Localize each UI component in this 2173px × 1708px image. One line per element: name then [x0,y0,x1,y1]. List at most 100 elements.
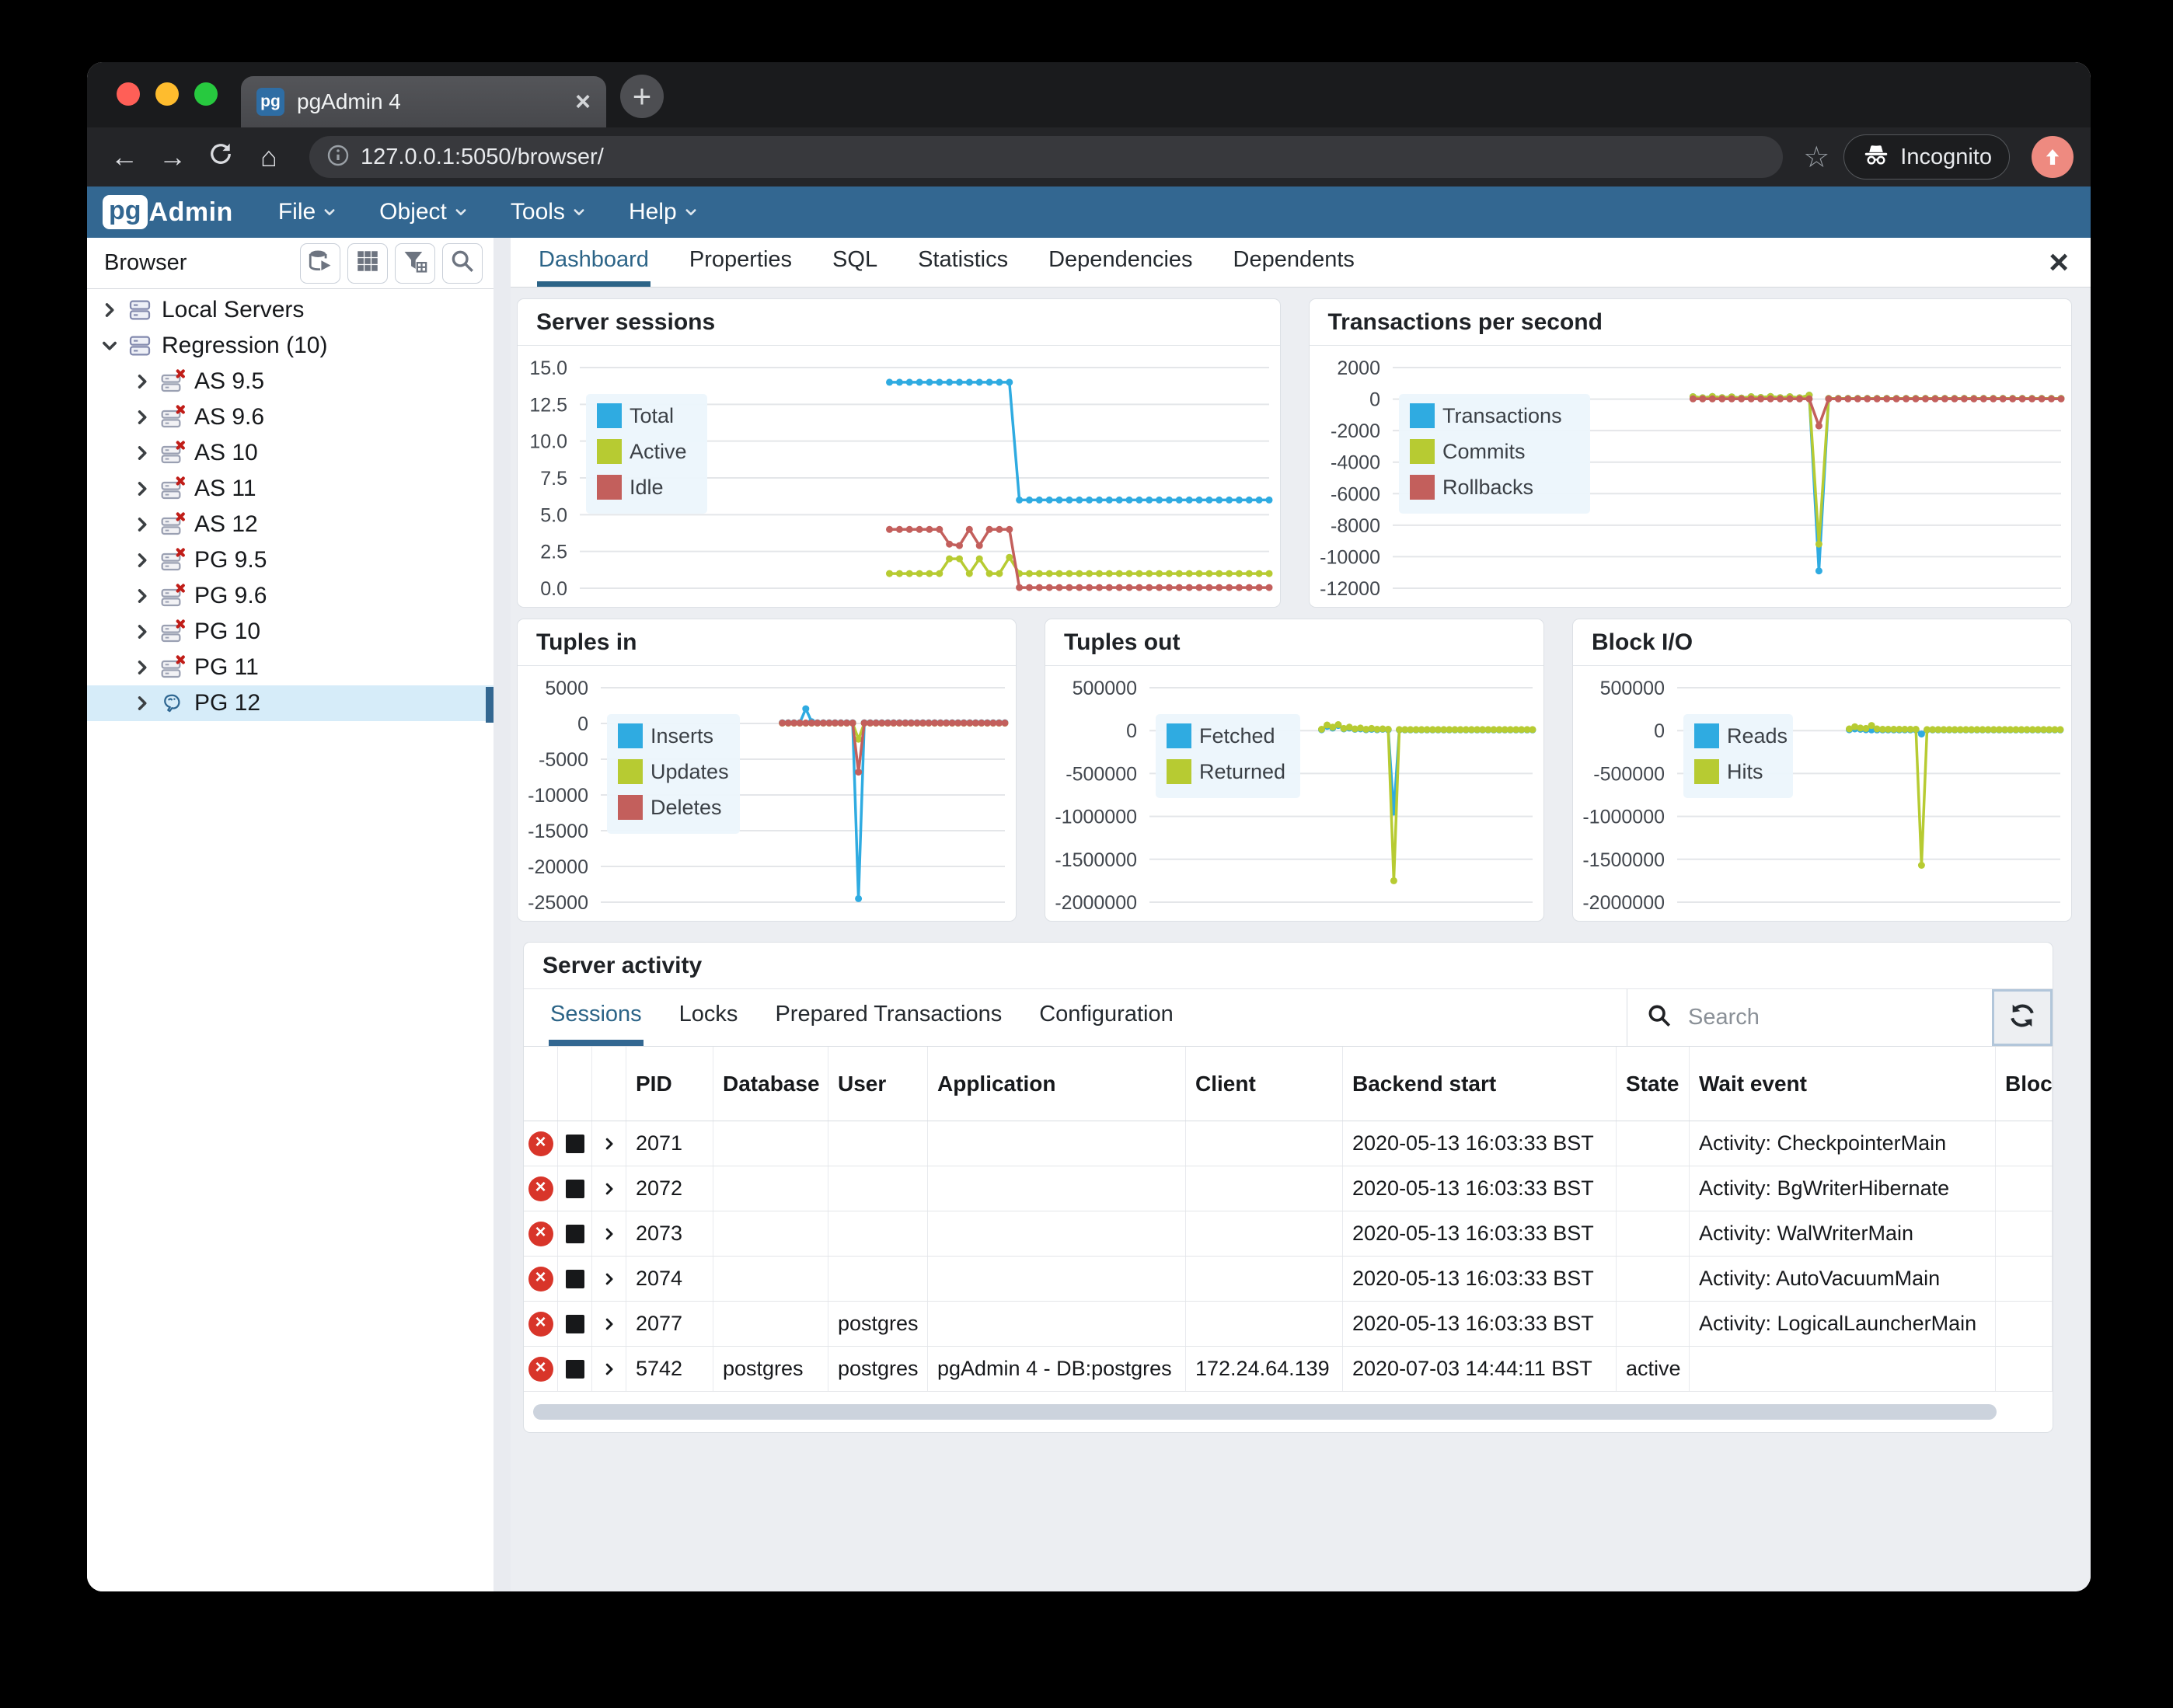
terminate-session-icon[interactable] [565,1314,584,1333]
block-io-chart: 500000 0 -500000 -1000000 -1500000 -2000000 Re… [1573,666,2071,921]
activity-tab-prepared-transactions[interactable]: Prepared Transactions [775,1002,1003,1027]
table-cell-state [1617,1121,1690,1166]
tree-item-as-10[interactable]: AS 10 [87,435,494,471]
expand-row-icon[interactable] [602,1272,616,1286]
filter-button[interactable] [395,242,435,284]
close-tab-icon[interactable]: × [575,87,591,117]
expand-row-icon[interactable] [602,1362,616,1376]
close-panel-icon[interactable]: × [2049,242,2069,281]
tab-dependencies[interactable]: Dependencies [1048,246,1193,272]
tab-statistics[interactable]: Statistics [918,246,1009,272]
search-button[interactable] [442,242,483,284]
cancel-query-icon[interactable]: × [528,1266,553,1291]
tree-item-pg-9-5[interactable]: PG 9.5 [87,542,494,578]
tab-sql[interactable]: SQL [832,246,878,272]
profile-avatar[interactable] [2032,136,2074,178]
expand-row-icon[interactable] [602,1182,616,1196]
forward-icon[interactable]: → [159,141,187,173]
activity-tab-configuration[interactable]: Configuration [1039,1002,1174,1027]
tree-item-pg-9-6[interactable]: PG 9.6 [87,578,494,614]
chevron-down-icon[interactable] [101,337,118,354]
search-box[interactable] [1627,989,1992,1046]
tree-item-label: PG 9.6 [194,583,267,608]
chevron-right-icon[interactable] [134,480,151,497]
reload-icon[interactable] [201,140,241,175]
chevron-right-icon[interactable] [134,695,151,712]
expand-row-icon[interactable] [602,1317,616,1331]
back-icon[interactable]: ← [110,141,138,173]
cancel-query-icon[interactable]: × [528,1311,553,1337]
cancel-query-icon[interactable]: × [528,1131,553,1156]
tree-item-as-11[interactable]: AS 11 [87,471,494,507]
svg-text:Inserts: Inserts [651,724,713,748]
svg-text:15.0: 15.0 [529,357,567,379]
terminate-session-icon[interactable] [565,1224,584,1243]
tree-scrollbar-thumb[interactable] [486,687,494,723]
terminate-session-icon[interactable] [565,1134,584,1153]
terminate-session-icon[interactable] [565,1179,584,1198]
table-cell-database [713,1302,828,1346]
chevron-right-icon[interactable] [134,623,151,640]
menu-label: File [277,199,316,225]
table-cell-wait-event: Activity: LogicalLauncherMain [1690,1302,1996,1346]
table-row[interactable]: × 2071 2020-05-13 16:03:33 BST Activity: Ch… [524,1121,2053,1166]
db-quick-search-button[interactable] [300,242,340,284]
browser-tab[interactable]: pg pgAdmin 4 × [241,76,606,127]
svg-text:-20000: -20000 [528,856,588,878]
tree-item-local-servers[interactable]: Local Servers [87,292,494,328]
pgadmin-logo: pg Admin [103,195,233,229]
grid-button[interactable] [347,242,388,284]
site-info-icon[interactable] [326,144,350,171]
bookmark-star-icon[interactable]: ☆ [1803,141,1830,174]
table-row[interactable]: × 2073 2020-05-13 16:03:33 BST Activity: Wa… [524,1211,2053,1257]
home-icon[interactable]: ⌂ [260,141,277,173]
chevron-right-icon[interactable] [134,587,151,605]
tab-properties[interactable]: Properties [689,246,793,272]
activity-tab-sessions[interactable]: Sessions [549,989,644,1046]
cancel-query-icon[interactable]: × [528,1356,553,1382]
cancel-query-icon[interactable]: × [528,1176,553,1201]
browser-tab-title: pgAdmin 4 [297,89,401,113]
address-input[interactable]: 127.0.0.1:5050/browser/ [309,136,1784,178]
tree-item-pg-11[interactable]: PG 11 [87,650,494,685]
activity-tab-locks[interactable]: Locks [678,1002,738,1027]
table-row[interactable]: × 5742 postgres postgres pgAdmin 4 - DB:post… [524,1347,2053,1392]
expand-row-icon[interactable] [602,1227,616,1241]
chevron-right-icon[interactable] [134,659,151,676]
chevron-right-icon[interactable] [134,409,151,426]
window-controls [117,82,218,106]
zoom-window-button[interactable] [194,82,218,106]
menu-tools[interactable]: Tools [511,199,585,225]
table-row[interactable]: × 2072 2020-05-13 16:03:33 BST Activity: Bg… [524,1166,2053,1211]
tree-item-regression-10-[interactable]: Regression (10) [87,328,494,364]
minimize-window-button[interactable] [155,82,179,106]
terminate-session-icon[interactable] [565,1269,584,1288]
chevron-right-icon[interactable] [134,516,151,533]
table-row[interactable]: × 2074 2020-05-13 16:03:33 BST Activity: Au… [524,1257,2053,1302]
menu-file[interactable]: File [278,199,336,225]
tab-dependents[interactable]: Dependents [1233,246,1355,272]
tree-item-as-12[interactable]: AS 12 [87,507,494,542]
tab-dashboard[interactable]: Dashboard [537,238,651,287]
refresh-button[interactable] [1992,989,2053,1046]
menu-object[interactable]: Object [379,199,467,225]
db-quick-search-icon [307,248,333,278]
chevron-right-icon[interactable] [134,444,151,462]
new-tab-button[interactable]: + [620,75,664,118]
tree-item-as-9-6[interactable]: AS 9.6 [87,399,494,435]
search-input[interactable] [1688,1005,1906,1030]
chevron-right-icon[interactable] [101,302,118,319]
table-row[interactable]: × 2077 postgres 2020-05-13 16:03:33 BST Acti… [524,1302,2053,1347]
terminate-session-icon[interactable] [565,1359,584,1379]
panel-splitter[interactable] [494,238,511,1591]
tree-item-pg-12[interactable]: PG 12 [87,685,494,721]
chevron-right-icon[interactable] [134,373,151,390]
table-hscroll-thumb[interactable] [533,1404,1997,1420]
expand-row-icon[interactable] [602,1137,616,1151]
cancel-query-icon[interactable]: × [528,1221,553,1246]
chevron-right-icon[interactable] [134,552,151,569]
menu-help[interactable]: Help [629,199,697,225]
tree-item-pg-10[interactable]: PG 10 [87,614,494,650]
close-window-button[interactable] [117,82,140,106]
tree-item-as-9-5[interactable]: AS 9.5 [87,364,494,399]
